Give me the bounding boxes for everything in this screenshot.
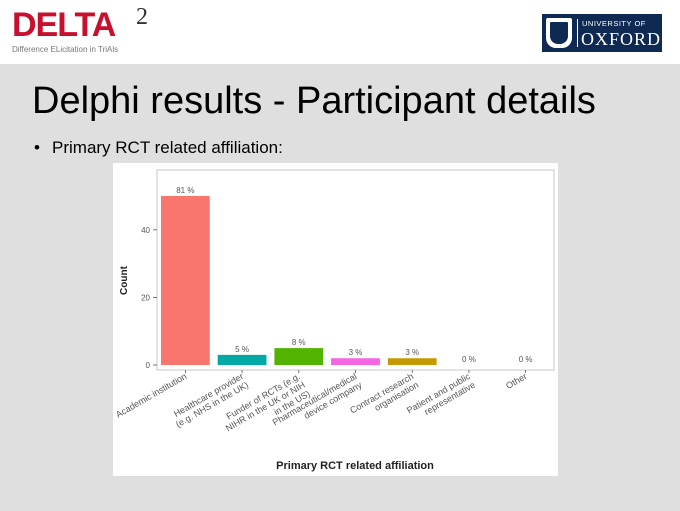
chart-container: 0 20 40 81 % Academic institution 5 % Healthca… (113, 163, 558, 476)
data-label: 3 % (349, 348, 363, 357)
delta-logo-text: DELTA (12, 6, 116, 44)
data-label: 5 % (235, 345, 249, 354)
bar (217, 354, 267, 365)
x-tick-label: Contract researchorganisation (348, 371, 420, 424)
bar (160, 196, 210, 365)
y-tick-label: 20 (141, 293, 150, 302)
data-label: 3 % (405, 348, 419, 357)
delta-logo-tagline: Difference ELicitation in TriAls (12, 45, 119, 54)
y-tick-label: 40 (141, 226, 150, 235)
data-label: 81 % (176, 186, 194, 195)
data-label: 8 % (292, 338, 306, 347)
data-label: 0 % (519, 355, 533, 364)
bar (387, 358, 437, 365)
oxford-logo-line2: OXFORD (581, 29, 662, 49)
data-label: 0 % (462, 355, 476, 364)
bullet-text: Primary RCT related affiliation: (52, 138, 283, 157)
slide-header: DELTA 2 Difference ELicitation in TriAls… (0, 0, 680, 64)
oxford-logo-line1: UNIVERSITY OF (582, 19, 646, 28)
oxford-logo: UNIVERSITY OF OXFORD (542, 14, 662, 52)
bullet-marker: • (34, 138, 40, 157)
x-tick-label: Other (504, 371, 528, 391)
x-tick-label: Patient and publicrepresentative (405, 371, 477, 424)
delta-logo-superscript: 2 (136, 4, 148, 30)
x-axis-title: Primary RCT related affiliation (276, 460, 434, 472)
oxford-crest-icon (546, 18, 572, 48)
slide-title: Delphi results - Participant details (32, 80, 596, 122)
bullet-item: • Primary RCT related affiliation: (34, 138, 283, 158)
y-axis-title: Count (119, 265, 130, 295)
bar (274, 348, 324, 365)
plot-panel (156, 169, 555, 371)
delta-logo: DELTA 2 Difference ELicitation in TriAls (12, 4, 162, 58)
bar (331, 358, 380, 365)
y-tick-label: 0 (146, 361, 151, 370)
